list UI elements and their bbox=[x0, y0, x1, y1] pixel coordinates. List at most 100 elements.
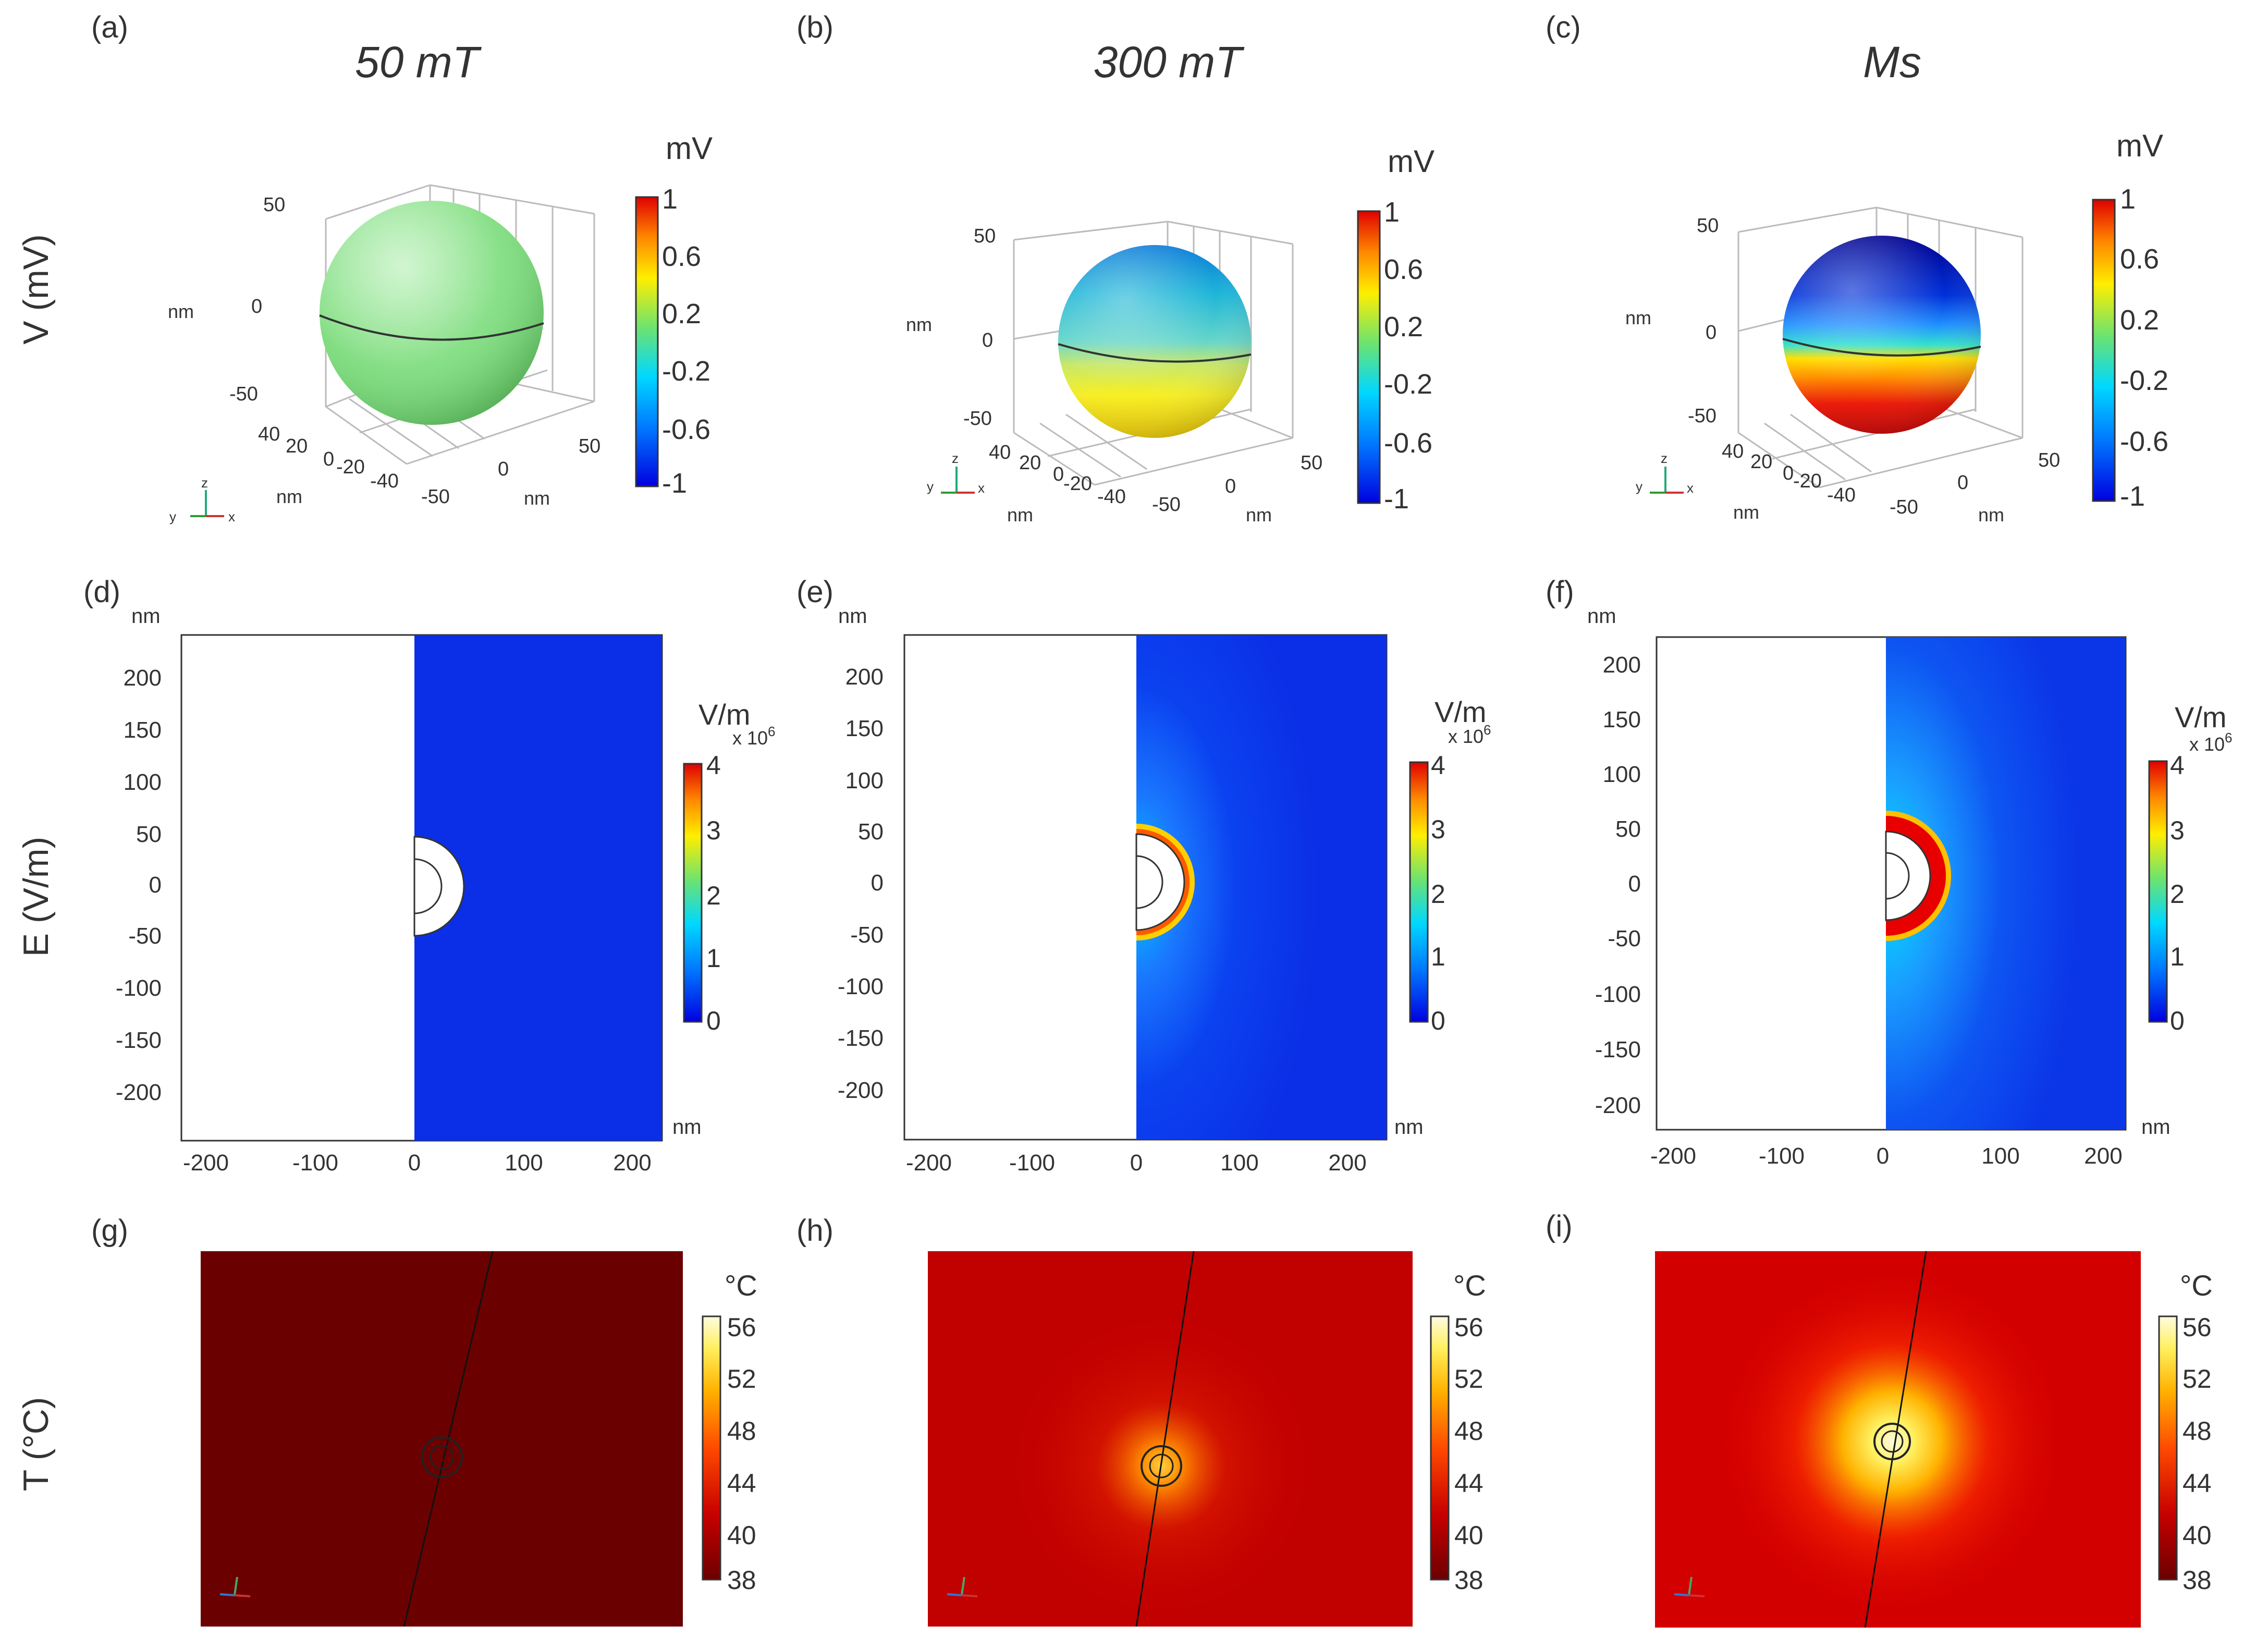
d-y-tick-0: 0 bbox=[149, 872, 162, 898]
particle-i bbox=[1873, 1423, 1911, 1460]
a-z-tick-50: 50 bbox=[263, 194, 285, 216]
c-y-tick-0: 0 bbox=[1783, 462, 1794, 484]
cbar-g-tick-48: 48 bbox=[727, 1416, 756, 1446]
particle-core-e bbox=[1136, 855, 1163, 909]
d-y-tick-m50: -50 bbox=[128, 923, 162, 949]
panel-h-temperature-300mt bbox=[928, 1251, 1413, 1628]
a-y-tick-m40: -40 bbox=[370, 470, 399, 492]
cbar-h-unit: °C bbox=[1453, 1269, 1486, 1302]
a-x-tick-0: 0 bbox=[498, 458, 509, 480]
cbar-b-tick-m1: -1 bbox=[1384, 483, 1409, 515]
c-y-tick-20: 20 bbox=[1750, 451, 1772, 473]
e-y-tick-50: 50 bbox=[858, 819, 884, 845]
cbar-c-tick-02: 0.2 bbox=[2120, 304, 2159, 336]
column-title-300mt: 300 mT bbox=[1094, 38, 1245, 87]
b-y-tick-0: 0 bbox=[1053, 463, 1064, 485]
panel-letter-g: (g) bbox=[91, 1214, 128, 1248]
cbar-g-tick-40: 40 bbox=[727, 1521, 756, 1550]
c-x-unit: nm bbox=[1978, 504, 2004, 525]
cbar-f-unit: V/m bbox=[2175, 701, 2227, 734]
panel-d-field-50mt: nm nm 200 150 100 50 0 -50 -100 -150 -20… bbox=[116, 605, 702, 1176]
cbar-h-tick-44: 44 bbox=[1454, 1469, 1484, 1498]
c-x-tick-m50: -50 bbox=[1890, 496, 1918, 518]
particle-f bbox=[1885, 830, 1931, 921]
triad-b-y: y bbox=[927, 479, 934, 494]
cbar-e-tick-4: 4 bbox=[1431, 751, 1445, 780]
cbar-e-tick-1: 1 bbox=[1431, 942, 1445, 971]
cbar-c-tick-m06: -0.6 bbox=[2120, 426, 2168, 457]
panel-letter-h: (h) bbox=[796, 1214, 833, 1248]
a-y-tick-20: 20 bbox=[286, 435, 308, 457]
e-unit-right: nm bbox=[1394, 1116, 1424, 1139]
panel-b-potential-300mt: 50 0 -50 nm 40 20 0 -20 -40 nm -50 0 50 … bbox=[906, 221, 1322, 525]
f-y-tick-m50: -50 bbox=[1608, 926, 1641, 951]
f-y-tick-m100: -100 bbox=[1595, 982, 1641, 1007]
cbar-d-tick-3: 3 bbox=[706, 816, 721, 845]
b-z-tick-0: 0 bbox=[982, 329, 993, 351]
sphere-a-shade bbox=[320, 201, 544, 425]
sphere-c-shade bbox=[1783, 236, 1981, 434]
particle-core-d bbox=[414, 858, 443, 914]
colorbar-field-f: V/m x 106 4 3 2 1 0 bbox=[2148, 701, 2233, 1035]
cbar-g-unit: °C bbox=[725, 1269, 757, 1302]
a-y-unit: nm bbox=[276, 486, 302, 507]
cbar-b-unit: mV bbox=[1388, 144, 1435, 179]
panel-letter-d: (d) bbox=[83, 575, 120, 609]
c-x-tick-0: 0 bbox=[1957, 472, 1968, 494]
cbar-g-tick-38: 38 bbox=[727, 1566, 756, 1595]
b-y-tick-40: 40 bbox=[989, 442, 1011, 463]
c-y-tick-m40: -40 bbox=[1827, 484, 1856, 506]
f-unit-right: nm bbox=[2141, 1116, 2171, 1139]
particle-core-h bbox=[1149, 1453, 1174, 1478]
f-y-tick-m150: -150 bbox=[1595, 1037, 1641, 1062]
cbar-h-tick-48: 48 bbox=[1454, 1416, 1484, 1446]
cbar-a-tick-m1: -1 bbox=[662, 468, 687, 499]
panel-letter-b: (b) bbox=[796, 10, 833, 44]
cbar-a-tick-m02: -0.2 bbox=[662, 356, 710, 387]
colorbar-potential-b: mV 1 0.6 0.2 -0.2 -0.6 -1 bbox=[1357, 144, 1435, 515]
triad-a-y: y bbox=[169, 509, 176, 524]
a-z-unit: nm bbox=[168, 301, 194, 322]
f-x-tick-m200: -200 bbox=[1650, 1143, 1696, 1169]
axis-triad-g bbox=[219, 1576, 251, 1597]
triad-b-z: z bbox=[952, 450, 959, 466]
cbar-i-tick-52: 52 bbox=[2183, 1364, 2212, 1394]
cbar-g-tick-56: 56 bbox=[727, 1313, 756, 1342]
sphere-a-equator bbox=[319, 314, 544, 341]
e-y-tick-200: 200 bbox=[845, 664, 884, 690]
b-z-unit: nm bbox=[906, 314, 932, 335]
d-y-tick-100: 100 bbox=[124, 769, 162, 795]
a-y-tick-0: 0 bbox=[323, 448, 334, 470]
triad-b-x: x bbox=[978, 480, 985, 496]
colorbar-potential-c: mV 1 0.6 0.2 -0.2 -0.6 -1 bbox=[2092, 128, 2168, 512]
cbar-c-unit: mV bbox=[2116, 128, 2163, 163]
c-y-tick-40: 40 bbox=[1722, 441, 1744, 462]
cbar-d-mult: x 106 bbox=[732, 724, 776, 749]
c-z-tick-50: 50 bbox=[1697, 215, 1719, 237]
cbar-a-tick-m06: -0.6 bbox=[662, 414, 710, 445]
cbar-d-tick-1: 1 bbox=[706, 944, 721, 973]
cbar-i-tick-44: 44 bbox=[2183, 1469, 2212, 1498]
cbar-i-tick-56: 56 bbox=[2183, 1313, 2212, 1342]
c-y-unit: nm bbox=[1733, 502, 1759, 523]
cbar-g-tick-44: 44 bbox=[727, 1469, 756, 1498]
colorbar-temperature-g: °C 56 52 48 44 40 38 bbox=[702, 1269, 757, 1595]
triad-a-x: x bbox=[228, 509, 235, 524]
e-y-tick-m100: -100 bbox=[838, 974, 884, 999]
e-x-tick-100: 100 bbox=[1220, 1150, 1258, 1176]
e-y-tick-100: 100 bbox=[845, 768, 884, 793]
a-x-tick-m50: -50 bbox=[421, 486, 450, 508]
e-y-tick-m200: -200 bbox=[838, 1078, 884, 1103]
cbar-b-tick-m06: -0.6 bbox=[1384, 427, 1432, 459]
panel-g-temperature-50mt bbox=[201, 1251, 683, 1627]
axis-triad-a: y z x bbox=[169, 475, 235, 524]
f-y-tick-0: 0 bbox=[1628, 871, 1641, 897]
cbar-d-tick-0: 0 bbox=[706, 1006, 721, 1035]
colorbar-temperature-h: °C 56 52 48 44 40 38 bbox=[1430, 1269, 1486, 1595]
panel-letter-a: (a) bbox=[91, 10, 128, 44]
column-title-50mt: 50 mT bbox=[355, 38, 482, 87]
cbar-g-tick-52: 52 bbox=[727, 1364, 756, 1394]
e-y-tick-0: 0 bbox=[871, 870, 884, 896]
c-z-tick-m50: -50 bbox=[1688, 405, 1717, 427]
e-x-tick-0: 0 bbox=[1130, 1150, 1143, 1176]
